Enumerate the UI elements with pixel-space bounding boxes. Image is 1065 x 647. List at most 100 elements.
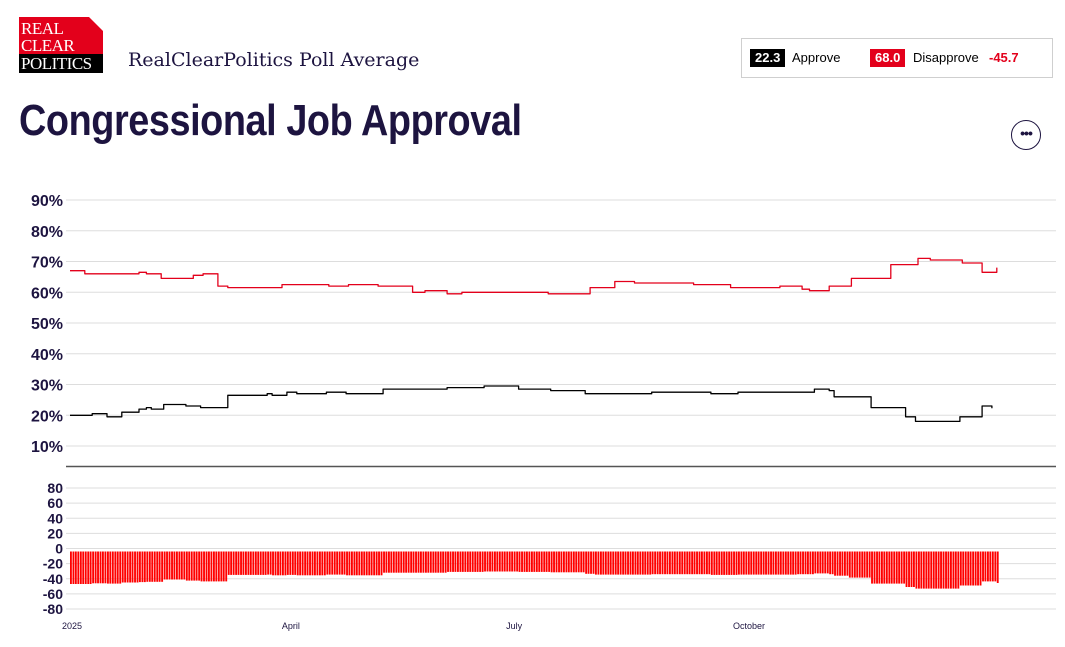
spread-bar — [217, 551, 220, 582]
spread-bar — [429, 551, 432, 573]
spread-bar — [673, 551, 676, 575]
logo-line-1: REAL — [21, 19, 64, 38]
spread-bar — [388, 551, 390, 573]
spread-bar — [752, 551, 755, 575]
spread-bar — [498, 551, 501, 572]
spread-bar — [405, 551, 408, 573]
spread-bar — [930, 551, 933, 589]
spread-bar — [979, 551, 982, 586]
spread-bar — [353, 551, 356, 576]
spread-bar — [846, 551, 849, 576]
spread-bar — [957, 551, 960, 589]
spread-bar — [87, 551, 90, 584]
spread-bar — [723, 551, 726, 575]
x-tick-labels: 2025 April July October — [62, 621, 765, 631]
main-y-tick: 30% — [31, 378, 63, 395]
spread-bar — [876, 551, 878, 584]
spread-bar — [622, 551, 625, 575]
spread-bar — [72, 551, 75, 584]
spread-bar — [821, 551, 824, 574]
spread-bar — [669, 551, 671, 575]
spread-bar — [905, 551, 908, 587]
main-y-tick: 40% — [31, 347, 63, 364]
spread-bar — [632, 551, 634, 575]
spread-bar — [755, 551, 758, 575]
spread-bar — [94, 551, 97, 584]
spread-bar — [380, 551, 383, 576]
spread-bar — [715, 551, 718, 575]
spread-bar — [210, 551, 213, 582]
spread-bar — [560, 551, 563, 573]
spread-bar — [624, 551, 627, 575]
spread-bar — [321, 551, 324, 576]
main-y-tick: 70% — [31, 255, 63, 272]
spread-bar — [878, 551, 881, 584]
spread-bar — [873, 551, 876, 584]
spread-bar — [661, 551, 664, 575]
spread-bar — [291, 551, 294, 575]
spread-bar — [296, 551, 299, 576]
spread-bar — [161, 551, 164, 582]
spread-bar — [996, 551, 999, 583]
spread-bar — [952, 551, 955, 589]
approve-value-badge: 22.3 — [750, 49, 786, 67]
approve-label: Approve — [792, 50, 841, 65]
spread-bar — [121, 551, 124, 583]
more-options-button[interactable]: ••• — [1011, 120, 1041, 150]
spread-bar — [301, 551, 304, 576]
spread-bar — [819, 551, 822, 574]
spread-bar — [114, 551, 117, 584]
spread-bar — [343, 551, 346, 575]
spread-bar — [757, 551, 760, 575]
spread-bar — [962, 551, 965, 586]
spread-bar — [461, 551, 464, 572]
rcp-logo[interactable]: REAL CLEAR POLITICS — [19, 17, 103, 73]
spread-bar — [459, 551, 462, 572]
spread-bar — [910, 551, 913, 587]
spread-bar — [853, 551, 856, 578]
spread-bar — [469, 551, 472, 572]
spread-bar — [765, 551, 767, 575]
spread-bar — [733, 551, 735, 575]
x-tick: July — [506, 621, 523, 631]
spread-bar — [220, 551, 223, 582]
spread-bar — [410, 551, 413, 573]
spread-bar — [617, 551, 620, 575]
spread-bar — [940, 551, 942, 589]
spread-bar — [861, 551, 864, 578]
spread-bar — [385, 551, 388, 573]
spread-bar — [259, 551, 262, 575]
main-y-tick: 10% — [31, 439, 63, 456]
spread-bar — [516, 551, 519, 572]
spread-bar — [570, 551, 573, 573]
disapprove-line[interactable] — [70, 257, 998, 295]
spread-bar — [84, 551, 87, 584]
spread-bar — [341, 551, 344, 575]
spread-bar — [402, 551, 405, 573]
spread-bar — [168, 551, 171, 580]
spread-bar — [503, 551, 506, 572]
spread-bar — [747, 551, 750, 575]
spread-bar — [782, 551, 785, 575]
spread-bar — [920, 551, 923, 589]
spread-bar — [232, 551, 235, 575]
spread-bar — [89, 551, 92, 584]
spread-bar — [400, 551, 403, 573]
spread-bar — [195, 551, 198, 581]
spread-bar — [331, 551, 334, 575]
x-tick: 2025 — [62, 621, 82, 631]
spread-bar — [550, 551, 553, 573]
spread-bar — [252, 551, 255, 575]
spread-bar — [99, 551, 102, 584]
spread-bar — [247, 551, 250, 575]
spread-bar — [629, 551, 632, 575]
spread-bar — [915, 551, 918, 589]
spread-bar — [454, 551, 457, 572]
spread-bar — [710, 551, 713, 575]
spread-bar — [563, 551, 565, 573]
spread-bar — [982, 551, 984, 582]
approve-line[interactable] — [70, 385, 993, 423]
spread-bar — [282, 551, 284, 576]
spread-bar — [713, 551, 716, 575]
